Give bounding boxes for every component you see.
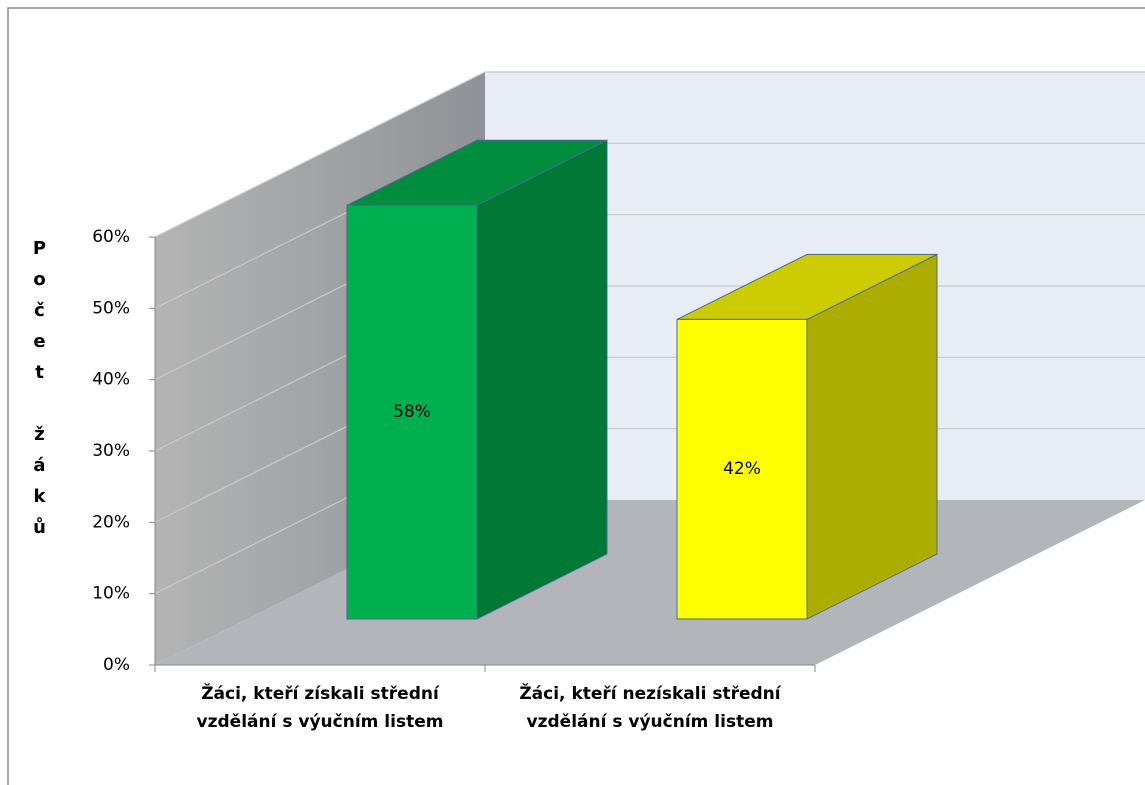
bar <box>676 318 808 620</box>
chart-border <box>7 7 1145 785</box>
y-tick-label: 50% <box>92 298 130 318</box>
y-tick-label: 20% <box>92 512 130 532</box>
y-tick-label: 60% <box>92 227 130 247</box>
bar-side <box>476 139 608 620</box>
x-tick-label: Žáci, kteří získali střední vzdělání s v… <box>196 684 444 732</box>
y-tick-label: 0% <box>103 655 130 675</box>
y-tick-label: 10% <box>92 584 130 604</box>
grid-line <box>154 71 1145 238</box>
data-label: 42% <box>723 459 761 479</box>
data-label: 58% <box>393 402 431 422</box>
y-tick-label: 30% <box>92 441 130 461</box>
x-tick-label: Žáci, kteří nezískali střední vzdělání s… <box>519 684 781 732</box>
y-axis-label: Počet žáků <box>29 238 50 548</box>
y-tick-label: 40% <box>92 370 130 390</box>
bar <box>346 204 478 620</box>
